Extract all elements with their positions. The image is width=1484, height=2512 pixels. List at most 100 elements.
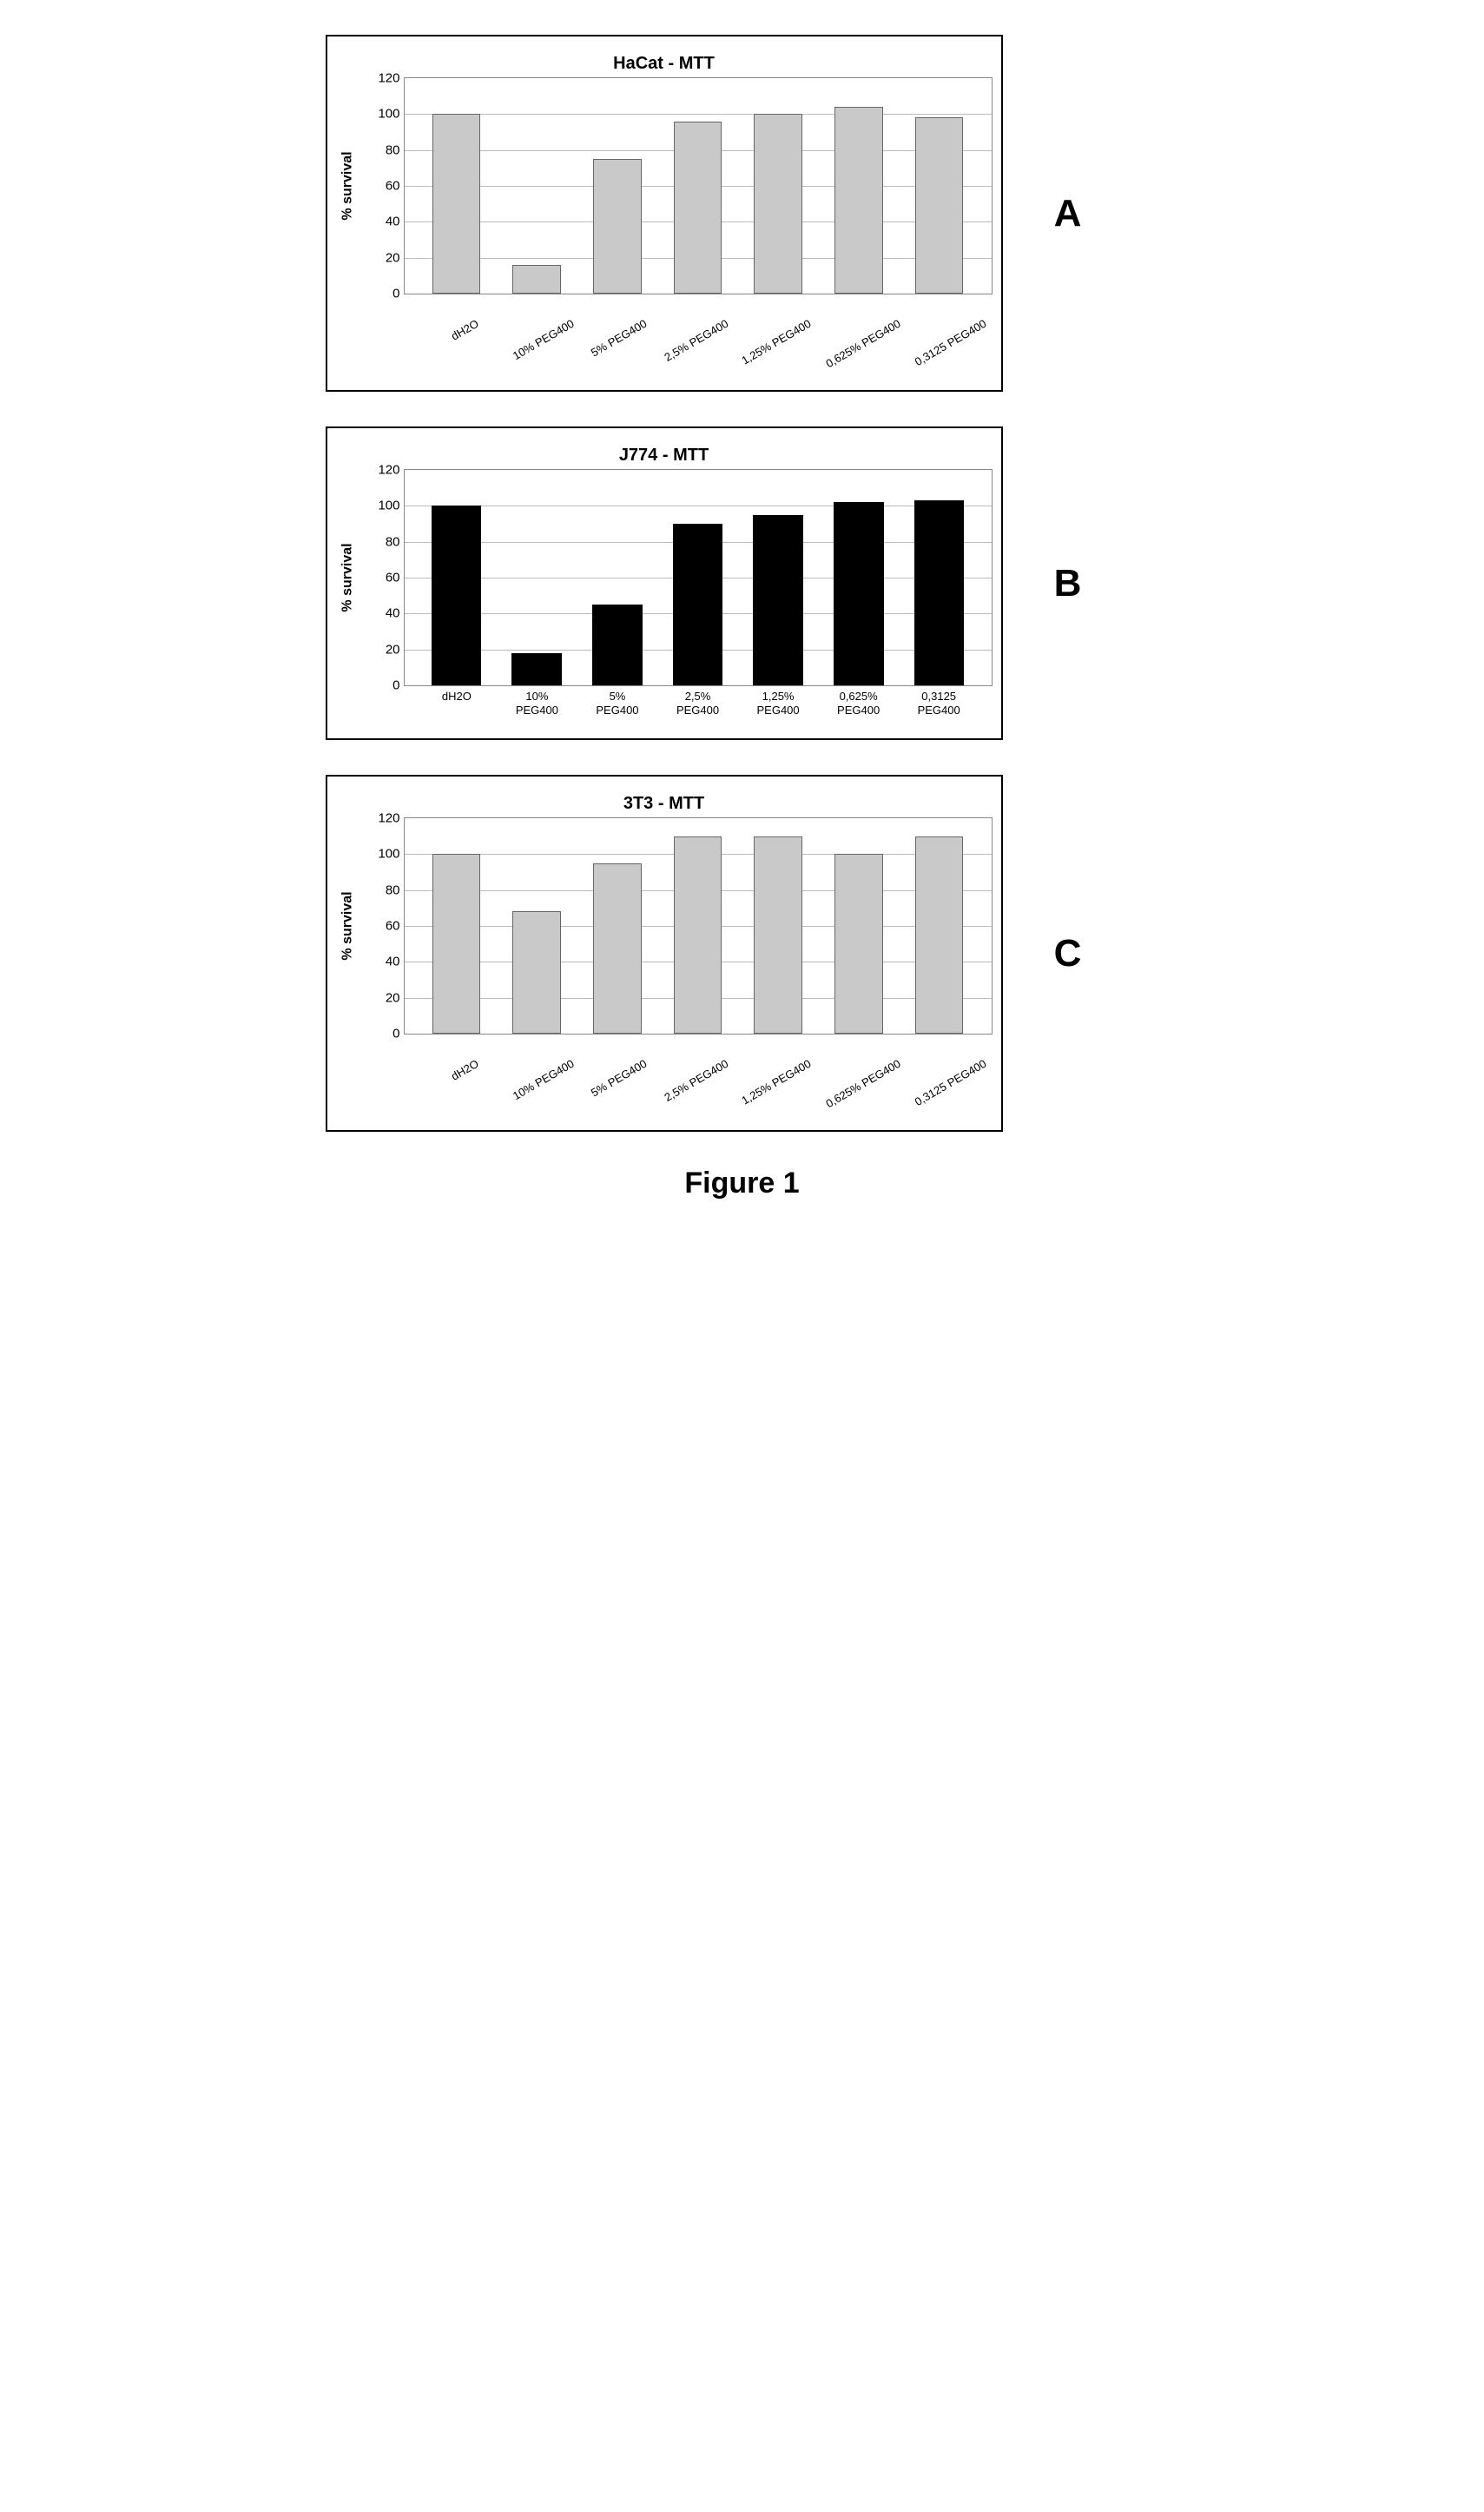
x-label: 0,625%PEG400	[837, 686, 880, 730]
bar-cell	[497, 818, 577, 1034]
panel-box: HaCat - MTT % survival0 20 40 60 80 100 120 dH2O…	[326, 35, 1003, 392]
chart-wrap: % survival020406080100120	[336, 469, 993, 686]
x-label-cell: 0,3125PEG400	[899, 686, 979, 730]
bar-cell	[416, 470, 497, 685]
y-ticks: 020406080100120	[361, 818, 400, 1034]
x-label-cell: 5%PEG400	[577, 686, 658, 730]
bar	[915, 836, 964, 1034]
bar	[914, 500, 964, 685]
figure-container: HaCat - MTT% survival020406080100120dH2O…	[326, 35, 1159, 1200]
y-tick-label: 80	[361, 534, 400, 549]
bar-cell	[416, 78, 497, 294]
bar	[915, 117, 964, 294]
y-tick-label: 60	[361, 179, 400, 194]
y-tick-label: 40	[361, 606, 400, 621]
bar-cell	[899, 78, 979, 294]
panel-letter: C	[1046, 932, 1090, 975]
y-axis-label: % survival	[336, 817, 360, 1035]
panel-box: 3T3 - MTT% survival020406080100120dH2O10…	[326, 775, 1003, 1132]
bar	[512, 911, 561, 1034]
y-tick-label: 0	[361, 678, 400, 693]
bar	[834, 854, 883, 1034]
bar-cell	[657, 78, 738, 294]
chart-title: 3T3 - MTT	[336, 794, 993, 814]
panel-letter: B	[1046, 562, 1090, 605]
x-label-cell: 10%PEG400	[497, 686, 577, 730]
y-tick-label: 100	[361, 847, 400, 862]
plot-area: 020406080100120	[404, 817, 993, 1035]
y-tick-label: 80	[361, 883, 400, 897]
y-tick-label: 60	[361, 571, 400, 585]
x-label-cell: dH2O	[417, 1035, 492, 1121]
y-ticks: 020406080100120	[361, 78, 400, 294]
y-axis-label: % survival	[336, 77, 360, 294]
bars-container	[405, 470, 992, 685]
bar	[754, 836, 802, 1034]
bar-cell	[577, 78, 657, 294]
x-label: 0,3125 PEG400	[905, 301, 1022, 419]
y-tick-label: 0	[361, 1027, 400, 1041]
chart-wrap: % survival020406080100120	[336, 77, 993, 294]
x-label: 2,5%PEG400	[676, 686, 719, 730]
bar-cell	[497, 78, 577, 294]
bar	[432, 506, 481, 685]
y-tick-label: 100	[361, 107, 400, 122]
x-labels: dH2O10% PEG4005% PEG4002,5% PEG4001,25% …	[336, 1035, 993, 1121]
bars-container	[405, 78, 992, 294]
x-labels: dH2O 10%PEG400 5%PEG400 2,5%PEG400 1,25%PEG4…	[336, 686, 993, 730]
x-label: dH2O	[442, 686, 472, 730]
bar-cell	[738, 470, 819, 685]
bar	[754, 114, 802, 294]
x-label-cell: 1,25%PEG400	[738, 686, 819, 730]
bar	[673, 524, 722, 685]
y-tick-label: 60	[361, 919, 400, 934]
x-label-cell: 0,625%PEG400	[818, 686, 899, 730]
y-tick-label: 20	[361, 642, 400, 657]
chart-title: J774 - MTT	[336, 446, 993, 466]
bar-cell	[819, 78, 900, 294]
chart-title: HaCat - MTT	[336, 54, 993, 74]
bar	[753, 515, 802, 685]
x-label: 10%PEG400	[516, 686, 558, 730]
bar	[834, 107, 883, 294]
y-tick-label: 0	[361, 287, 400, 301]
bar-cell	[657, 470, 738, 685]
bar	[512, 265, 561, 294]
bar	[432, 854, 481, 1034]
x-label: 5%PEG400	[596, 686, 638, 730]
bar-cell	[416, 818, 497, 1034]
y-tick-label: 20	[361, 250, 400, 265]
bar-cell	[738, 78, 819, 294]
panel-letter: A	[1046, 192, 1090, 235]
x-label: 0,3125PEG400	[918, 686, 960, 730]
bar-cell	[657, 818, 738, 1034]
bars-container	[405, 818, 992, 1034]
y-tick-label: 20	[361, 990, 400, 1005]
y-tick-label: 80	[361, 142, 400, 157]
x-label-cell: 2,5%PEG400	[657, 686, 738, 730]
y-tick-label: 120	[361, 811, 400, 826]
bar-cell	[819, 818, 900, 1034]
chart-row: J774 - MTT% survival020406080100120dH2O1…	[326, 426, 1159, 740]
y-tick-label: 120	[361, 463, 400, 478]
bar	[674, 836, 722, 1034]
y-tick-label: 40	[361, 215, 400, 229]
bar	[432, 114, 481, 294]
chart-wrap: % survival 020406080100120	[336, 817, 993, 1035]
bar	[834, 502, 883, 685]
x-label: 0,3125 PEG400	[905, 1041, 1022, 1159]
bar	[674, 122, 722, 294]
chart-row: HaCat - MTT % survival0 20 40 60 80 100 120 dH2O…	[326, 35, 1159, 392]
y-tick-label: 100	[361, 499, 400, 513]
bar-cell	[497, 470, 577, 685]
bar-cell	[577, 470, 657, 685]
bar	[511, 653, 561, 685]
bar	[593, 863, 642, 1034]
y-tick-label: 120	[361, 71, 400, 86]
chart-row: 3T3 - MTT% survival020406080100120dH2O10…	[326, 775, 1159, 1132]
x-label-cell: dH2O	[417, 294, 492, 381]
y-ticks: 020406080100120	[361, 470, 400, 685]
bar-cell	[899, 470, 979, 685]
x-labels: dH2O10% PEG4005% PEG4002,5% PEG4001,25% …	[336, 294, 993, 381]
x-label: 1,25%PEG400	[756, 686, 799, 730]
